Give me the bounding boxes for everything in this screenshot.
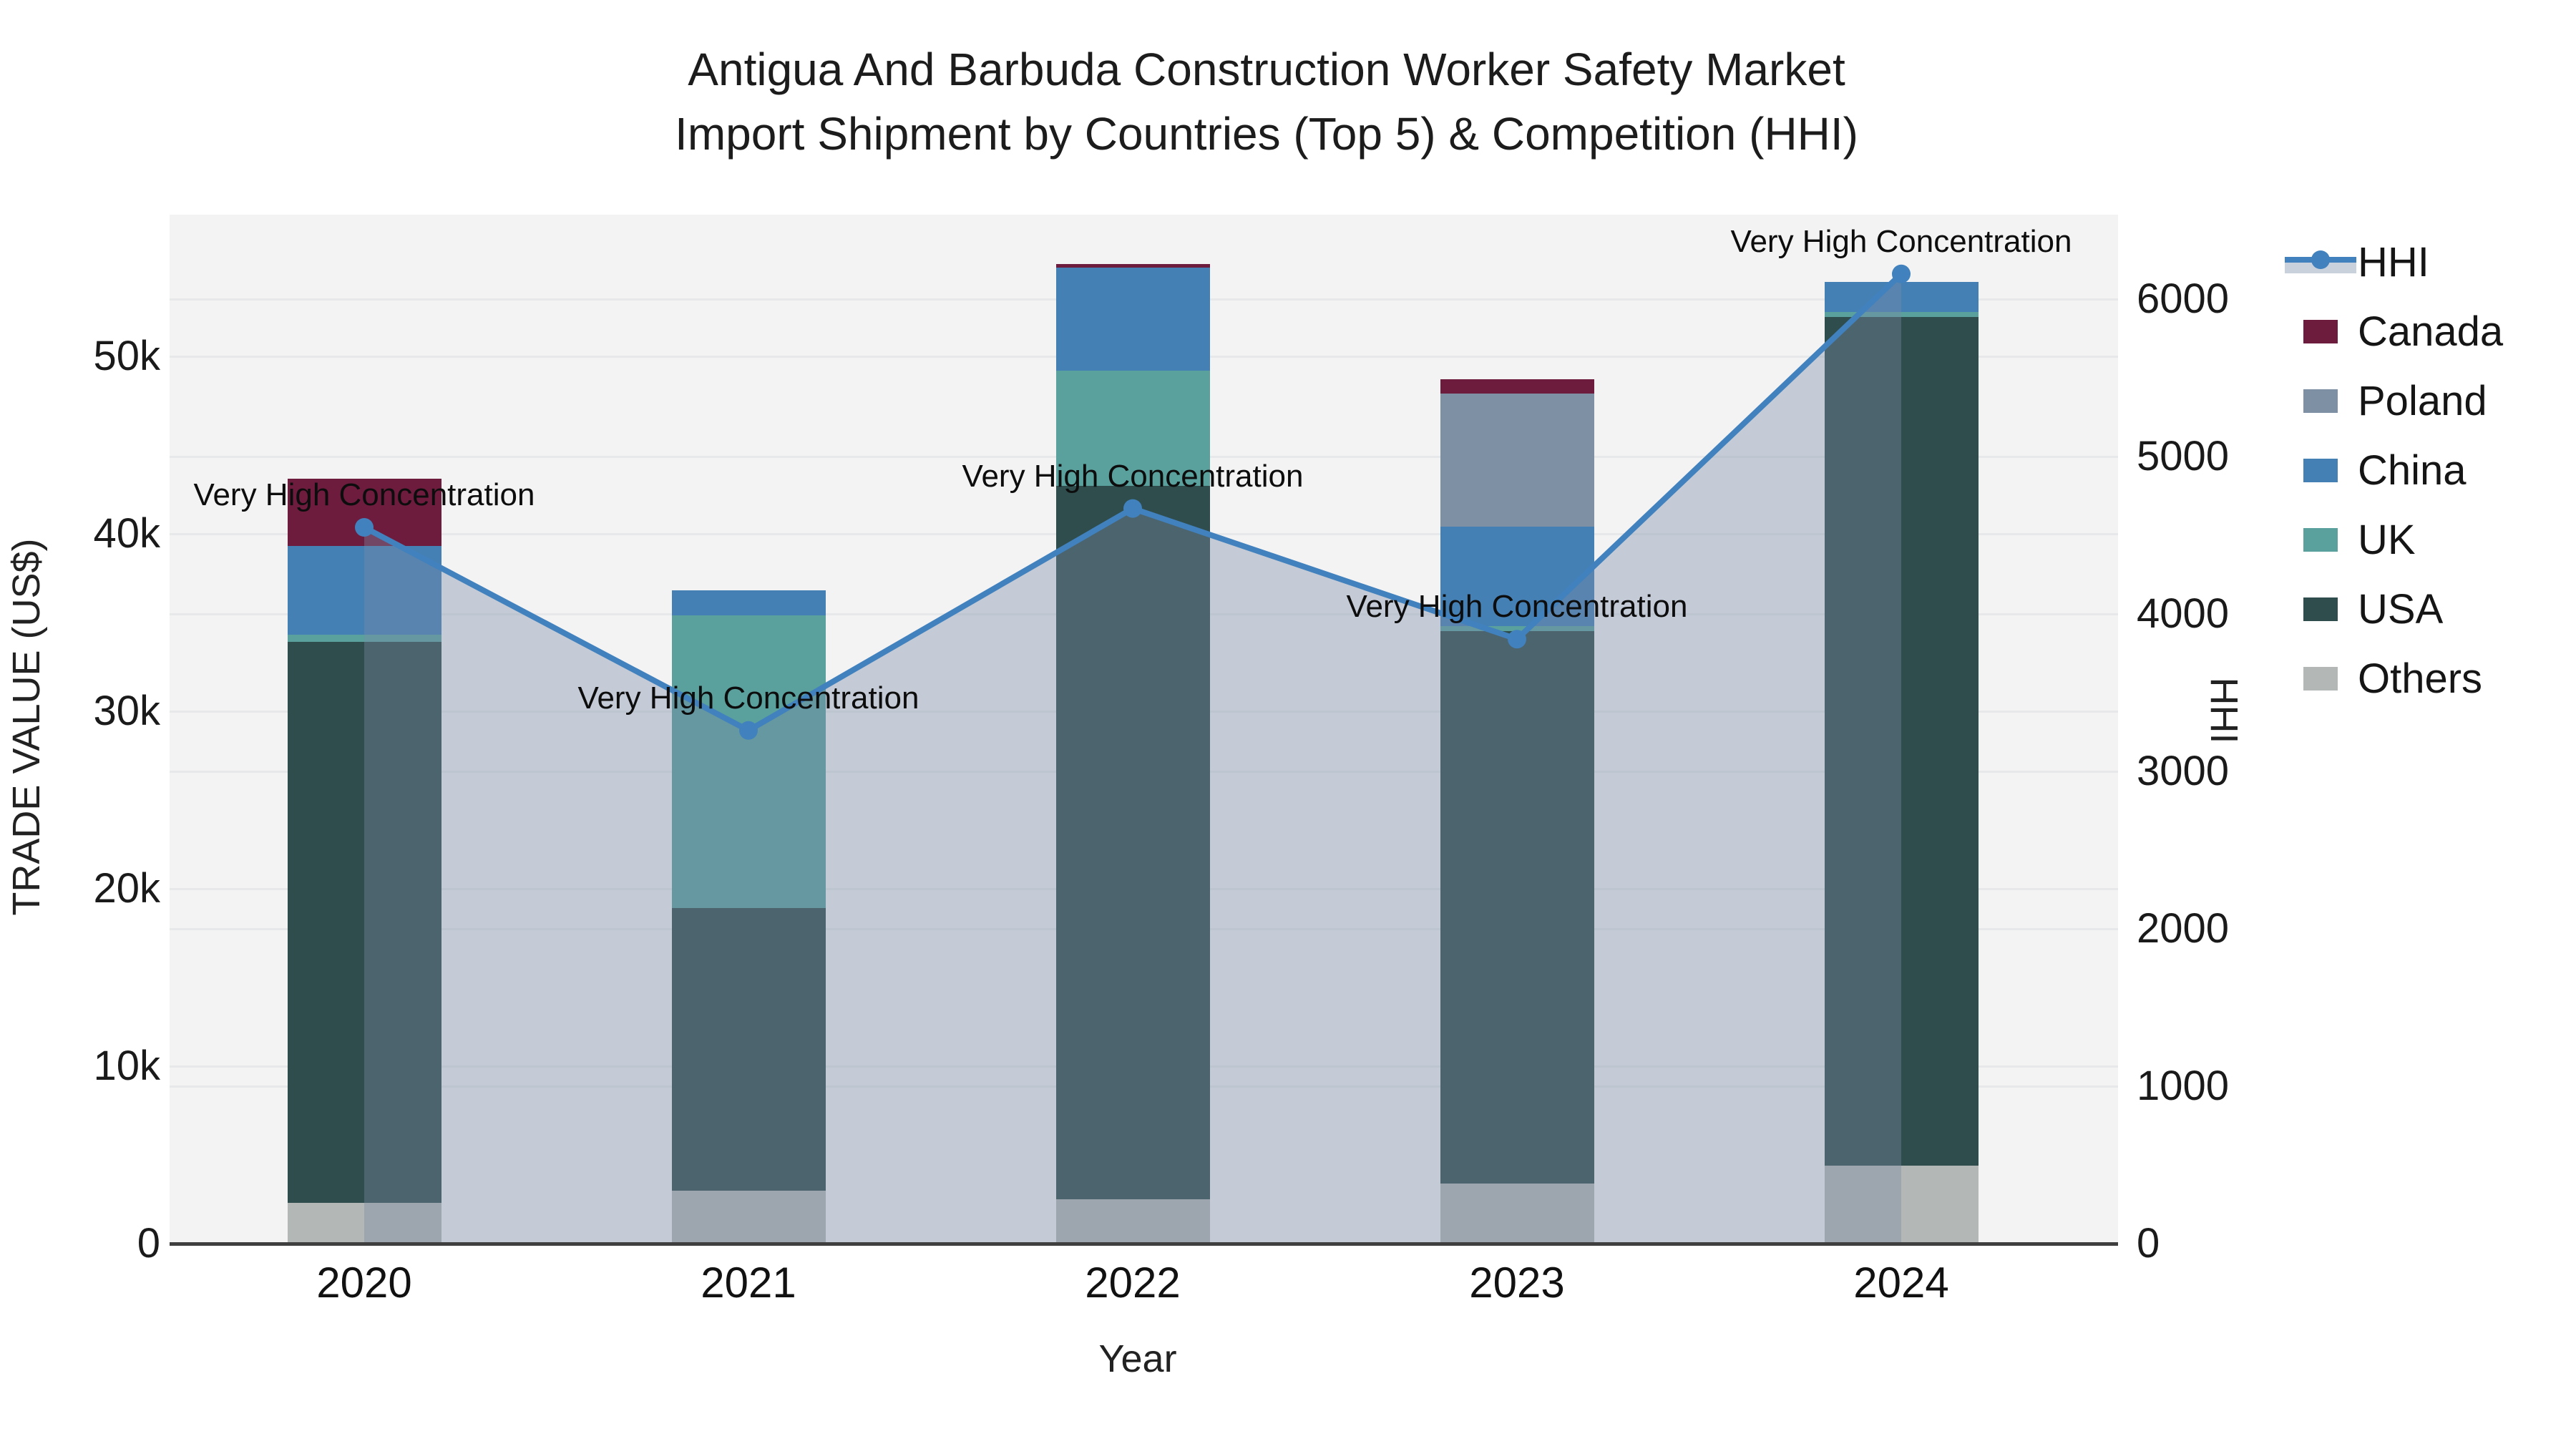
legend-label-china: China — [2358, 447, 2467, 494]
y-left-tick-10k: 10k — [93, 1043, 160, 1089]
y-right-tick-4000: 4000 — [2137, 590, 2230, 637]
bar-segment-china-2022 — [1055, 268, 1210, 371]
bar-segment-usa-2024 — [1824, 317, 1979, 1166]
bar-segment-others-2022 — [1055, 1199, 1210, 1244]
y-left-tick-40k: 40k — [93, 510, 160, 557]
hhi-area-fill — [364, 273, 1901, 1244]
y-right-tick-3000: 3000 — [2137, 748, 2230, 794]
annotation-2024: Very High Concentration — [1730, 223, 2072, 259]
bar-segment-uk-2021 — [671, 615, 826, 909]
legend-label-usa: USA — [2358, 586, 2444, 633]
y-axis-title-left: TRADE VALUE (US$) — [5, 538, 48, 916]
x-tick-2022: 2022 — [1085, 1259, 1181, 1307]
x-tick-2024: 2024 — [1853, 1259, 1949, 1307]
hhi-marker-2021 — [739, 721, 758, 740]
annotation-2022: Very High Concentration — [962, 458, 1304, 494]
legend-label-canada: Canada — [2358, 308, 2504, 355]
annotation-2023: Very High Concentration — [1346, 589, 1688, 625]
x-tick-2021: 2021 — [701, 1259, 796, 1307]
bar-segment-poland-2023 — [1440, 394, 1594, 527]
legend-swatch-usa — [2303, 597, 2338, 621]
bar-segment-canada-2022 — [1055, 264, 1210, 268]
legend-label-uk: UK — [2358, 517, 2416, 563]
y-right-tick-2000: 2000 — [2137, 905, 2230, 952]
annotation-2020: Very High Concentration — [193, 477, 535, 512]
legend-swatch-china — [2303, 459, 2338, 482]
bar-segment-others-2023 — [1440, 1183, 1594, 1244]
legend-item-poland[interactable]: Poland — [2285, 366, 2503, 436]
chart-title: Antigua And Barbuda Construction Worker … — [0, 37, 2533, 166]
legend-item-china[interactable]: China — [2285, 436, 2503, 505]
y-right-tick-5000: 5000 — [2137, 433, 2230, 479]
chart-title-line2: Import Shipment by Countries (Top 5) & C… — [675, 108, 1858, 160]
legend-item-hhi[interactable]: HHI — [2285, 228, 2503, 297]
annotation-2021: Very High Concentration — [577, 680, 919, 716]
chart-title-line1: Antigua And Barbuda Construction Worker … — [688, 44, 1845, 95]
x-axis-line — [170, 1242, 2118, 1246]
bar-segment-usa-2020 — [287, 642, 441, 1203]
legend-label-hhi: HHI — [2358, 239, 2429, 286]
legend-swatch-uk — [2303, 528, 2338, 552]
y-right-tick-6000: 6000 — [2137, 275, 2230, 322]
y-right-tick-0: 0 — [2137, 1220, 2160, 1267]
legend-item-others[interactable]: Others — [2285, 644, 2503, 713]
bar-segment-china-2024 — [1824, 281, 1979, 312]
legend-swatch-others — [2303, 667, 2338, 691]
hhi-marker-2023 — [1508, 630, 1526, 649]
legend-swatch-poland — [2303, 389, 2338, 413]
bar-segment-canada-2023 — [1440, 379, 1594, 394]
bar-segment-china-2021 — [671, 590, 826, 616]
bar-segment-china-2020 — [287, 546, 441, 635]
legend: HHI Canada Poland China UK USA Others — [2285, 228, 2503, 713]
bar-segment-uk-2024 — [1824, 312, 1979, 318]
hhi-markers — [355, 264, 1911, 740]
legend-label-poland: Poland — [2358, 378, 2487, 424]
legend-item-uk[interactable]: UK — [2285, 505, 2503, 575]
bar-segment-others-2024 — [1824, 1165, 1979, 1244]
y-left-tick-20k: 20k — [93, 865, 160, 912]
legend-item-usa[interactable]: USA — [2285, 575, 2503, 644]
legend-swatch-canada — [2303, 320, 2338, 343]
bar-segment-uk-2022 — [1055, 370, 1210, 487]
x-tick-2020: 2020 — [316, 1259, 412, 1307]
hhi-marker-2022 — [1123, 499, 1142, 518]
legend-label-others: Others — [2358, 655, 2483, 702]
bar-segment-usa-2021 — [671, 908, 826, 1191]
bar-segment-usa-2022 — [1055, 486, 1210, 1199]
y-left-tick-0: 0 — [137, 1220, 160, 1267]
bar-segment-others-2020 — [287, 1202, 441, 1244]
bar-segment-uk-2023 — [1440, 625, 1594, 632]
x-axis-title: Year — [1098, 1337, 1177, 1380]
y-left-tick-30k: 30k — [93, 688, 160, 734]
legend-item-canada[interactable]: Canada — [2285, 297, 2503, 366]
hhi-marker-2020 — [355, 518, 374, 537]
y-right-tick-1000: 1000 — [2137, 1063, 2230, 1109]
bar-segment-uk-2020 — [287, 635, 441, 643]
bar-segment-others-2021 — [671, 1190, 826, 1244]
y-axis-title-right: HHI — [2202, 677, 2245, 744]
y-left-tick-50k: 50k — [93, 333, 160, 379]
bar-segment-usa-2023 — [1440, 631, 1594, 1184]
hhi-line-icon — [2285, 247, 2356, 278]
hhi-marker-2024 — [1892, 264, 1911, 283]
bar-segment-china-2023 — [1440, 527, 1594, 626]
x-tick-2023: 2023 — [1469, 1259, 1565, 1307]
